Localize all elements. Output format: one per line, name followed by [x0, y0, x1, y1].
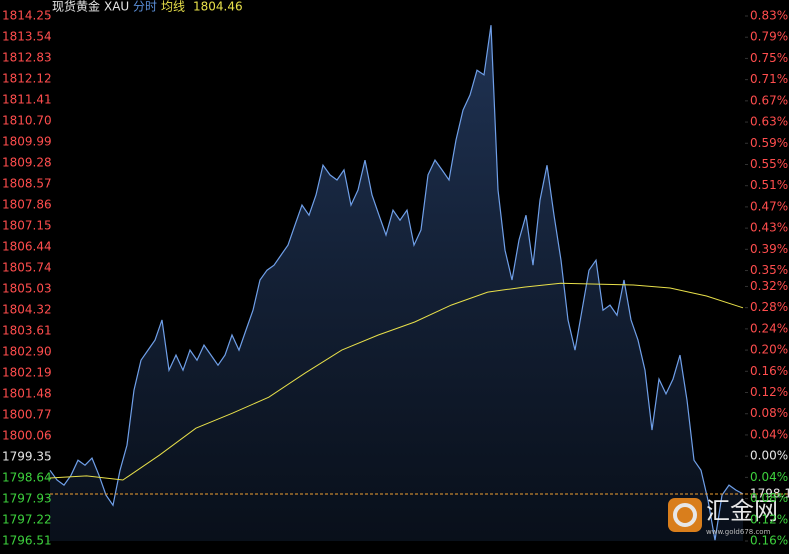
- watermark-url: www.gold678.com: [706, 528, 771, 536]
- avg-label: 均线: [161, 0, 185, 14]
- y-tick-label: 1799.35: [2, 449, 52, 463]
- y-tick-label: 1812.83: [2, 51, 52, 65]
- y-tick-label: 1811.41: [2, 93, 52, 107]
- y-tick-label: 1808.57: [2, 177, 52, 191]
- watermark-logo: [668, 498, 702, 532]
- plot: [47, 15, 789, 542]
- y2-tick-label: 0.39%: [750, 242, 788, 256]
- last-price-label: 1798.1: [750, 486, 789, 500]
- instrument-name: 现货黄金: [52, 0, 100, 14]
- y-tick-label: 1797.93: [2, 491, 52, 505]
- instrument-code: XAU: [104, 0, 129, 14]
- y-tick-label: 1798.64: [2, 470, 52, 484]
- y2-tick-label: 0.24%: [750, 321, 788, 335]
- watermark-logo-ring: [673, 503, 697, 527]
- y-tick-label: 1801.48: [2, 386, 52, 400]
- y2-tick-label: 0.12%: [750, 512, 788, 526]
- y-tick-label: 1796.51: [2, 534, 52, 548]
- watermark: 汇金网 www.gold678.com: [668, 497, 778, 536]
- y-tick-label: 1813.54: [2, 30, 52, 44]
- y2-tick-label: 0.16%: [750, 534, 788, 548]
- y-tick-label: 1797.22: [2, 512, 52, 526]
- y-tick-label: 1803.61: [2, 323, 52, 337]
- y-tick-label: 1806.44: [2, 240, 52, 254]
- y-tick-label: 1805.74: [2, 260, 52, 274]
- y2-tick-label: 0.28%: [750, 300, 788, 314]
- y-tick-label: 1810.70: [2, 114, 52, 128]
- y2-tick-label: 0.00%: [750, 449, 788, 463]
- y2-tick-label: 0.59%: [750, 136, 788, 150]
- y-tick-label: 1802.90: [2, 344, 52, 358]
- y2-tick-label: 0.83%: [750, 9, 788, 23]
- y2-tick-label: 0.67%: [750, 93, 788, 107]
- y2-tick-label: 0.51%: [750, 178, 788, 192]
- y2-tick-label: 0.08%: [750, 491, 788, 505]
- y2-tick-label: 0.32%: [750, 279, 788, 293]
- y2-tick-label: 0.71%: [750, 72, 788, 86]
- y2-tick-label: 0.79%: [750, 30, 788, 44]
- watermark-brand: 汇金网: [706, 497, 778, 525]
- y-tick-label: 1805.03: [2, 281, 52, 295]
- y2-tick-label: 0.08%: [750, 406, 788, 420]
- y2-tick-label: 0.63%: [750, 115, 788, 129]
- average-line: [49, 282, 744, 481]
- y-tick-label: 1809.28: [2, 156, 52, 170]
- y-tick-label: 1809.99: [2, 135, 52, 149]
- y-tick-label: 1807.86: [2, 198, 52, 212]
- y-tick-label: 1812.12: [2, 72, 52, 86]
- price-line: [49, 25, 744, 541]
- y2-tick-label: 0.35%: [750, 263, 788, 277]
- y2-tick-label: 0.16%: [750, 364, 788, 378]
- avg-value: 1804.46: [193, 0, 243, 14]
- price-area: [50, 25, 743, 541]
- y-tick-label: 1814.25: [2, 9, 52, 23]
- y2-tick-label: 0.20%: [750, 343, 788, 357]
- mode-label: 分时: [133, 0, 157, 14]
- y-tick-label: 1804.32: [2, 302, 52, 316]
- y-tick-label: 1800.77: [2, 407, 52, 421]
- y2-tick-label: 0.12%: [750, 385, 788, 399]
- y-tick-label: 1802.19: [2, 365, 52, 379]
- y2-tick-label: 0.55%: [750, 157, 788, 171]
- y-tick-label: 1807.15: [2, 219, 52, 233]
- y2-tick-label: 0.04%: [750, 427, 788, 441]
- y2-tick-label: 0.47%: [750, 199, 788, 213]
- y-tick-label: 1800.06: [2, 428, 52, 442]
- y2-tick-label: 0.75%: [750, 51, 788, 65]
- y2-tick-label: 0.43%: [750, 221, 788, 235]
- y2-tick-label: 0.04%: [750, 470, 788, 484]
